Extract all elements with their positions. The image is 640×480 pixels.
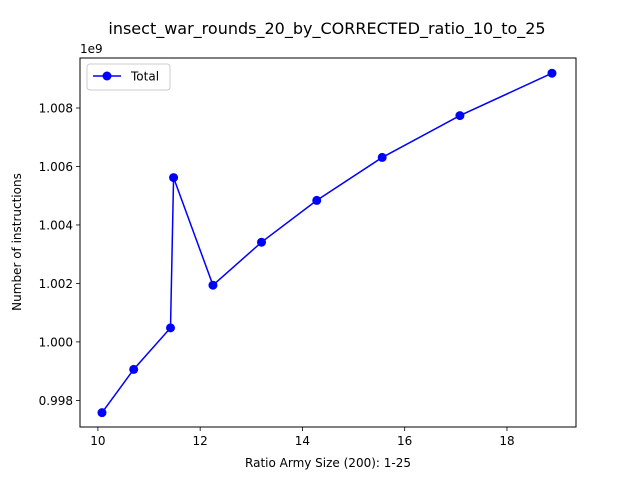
data-point: [547, 68, 557, 78]
x-tick-label: 14: [295, 434, 310, 448]
y-tick-label: 1.004: [39, 218, 73, 232]
x-tick-label: 16: [397, 434, 412, 448]
data-point: [377, 152, 387, 162]
x-tick-label: 12: [193, 434, 208, 448]
data-point: [129, 364, 139, 374]
chart-title: insect_war_rounds_20_by_CORRECTED_ratio_…: [108, 19, 545, 39]
y-tick-label: 1.000: [39, 335, 73, 349]
data-point: [208, 280, 218, 290]
data-point: [455, 111, 465, 121]
y-axis: 0.998 1.000 1.002 1.004 1.006 1.008: [39, 101, 80, 408]
legend-marker: [102, 71, 112, 81]
y-axis-label: Number of instructions: [10, 173, 24, 311]
y-tick-label: 1.002: [39, 277, 73, 291]
data-point: [257, 237, 267, 247]
data-point: [169, 173, 179, 183]
axes-frame: [79, 57, 577, 428]
legend-label: Total: [130, 70, 159, 84]
legend-box: [86, 63, 171, 91]
y-axis-offset-label: 1e9: [80, 42, 103, 56]
y-tick-label: 1.008: [39, 101, 73, 115]
plot-area: [97, 68, 557, 418]
data-point: [166, 323, 176, 333]
x-tick-label: 10: [90, 434, 105, 448]
x-axis-label: Ratio Army Size (200): 1-25: [245, 456, 411, 470]
x-axis: 10 12 14 16 18: [90, 427, 515, 448]
data-point: [312, 195, 322, 205]
legend: Total: [86, 63, 171, 91]
y-tick-label: 0.998: [39, 394, 73, 408]
data-point: [97, 408, 107, 418]
x-tick-label: 18: [499, 434, 514, 448]
y-tick-label: 1.006: [39, 160, 73, 174]
series-line-total: [101, 72, 553, 414]
